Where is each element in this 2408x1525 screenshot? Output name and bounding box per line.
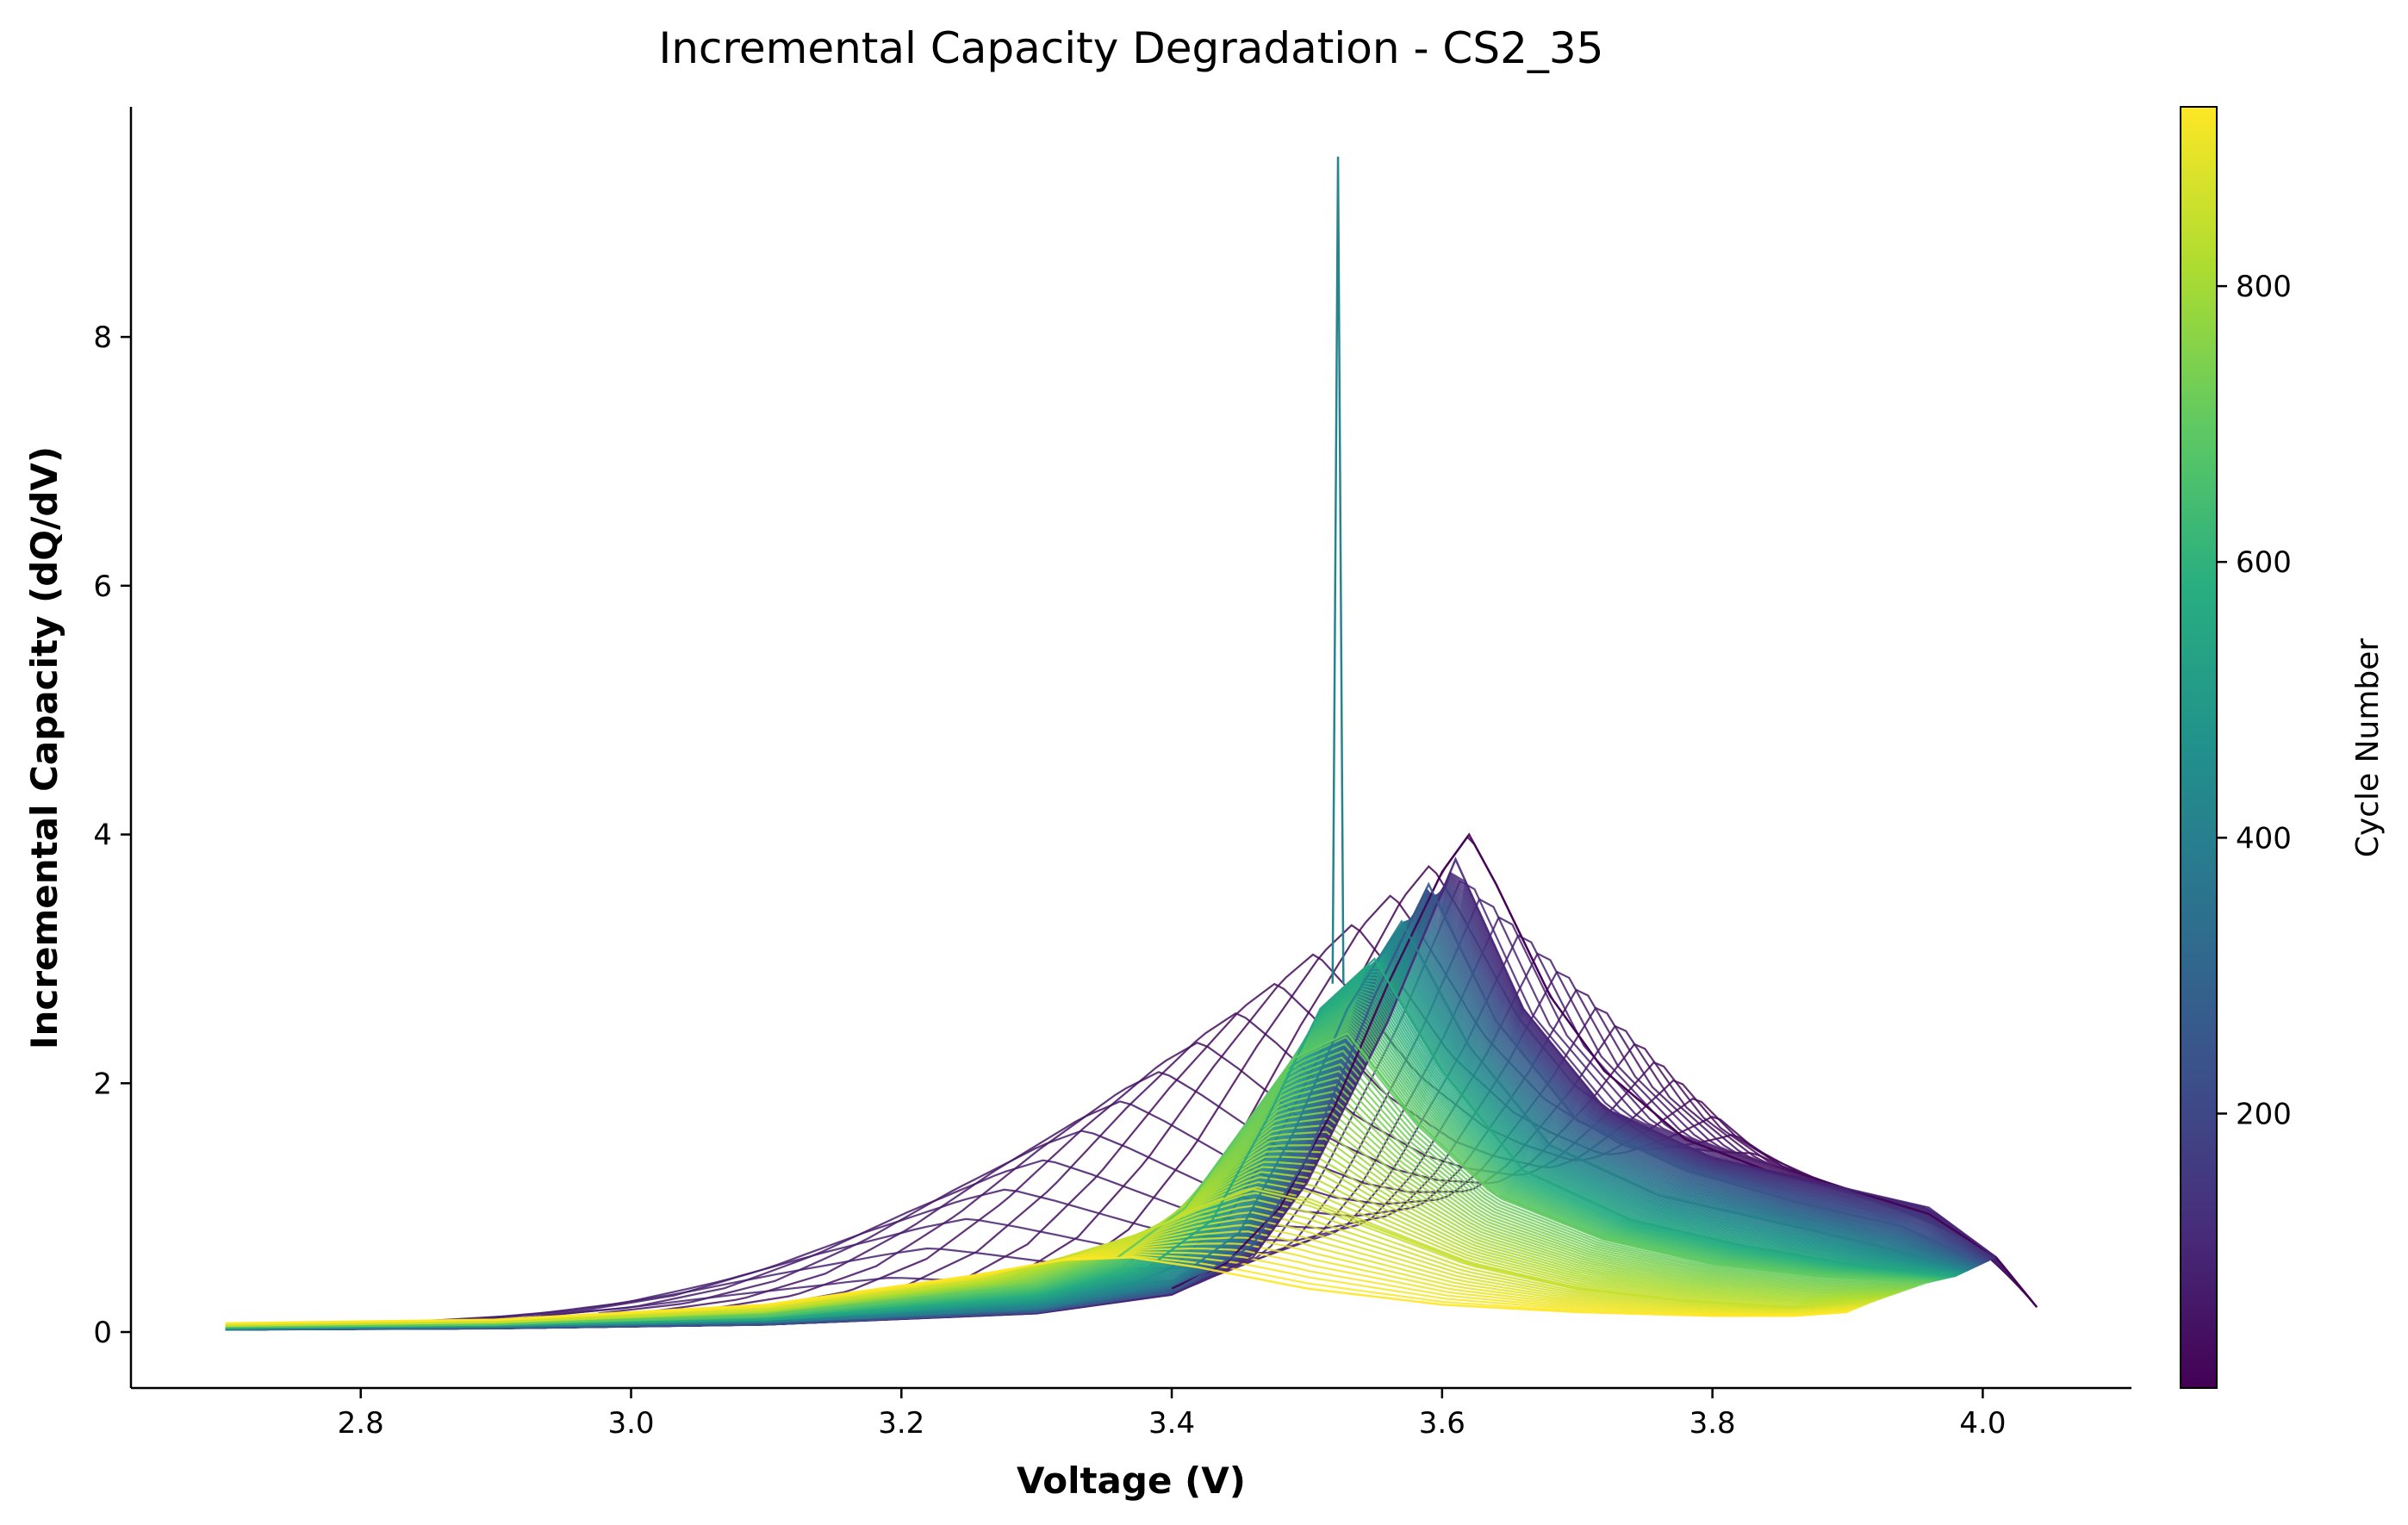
cycle-line-key: [225, 1256, 1848, 1325]
y-axis-label: Incremental Capacity (dQ/dV): [23, 446, 65, 1049]
y-tick-label: 0: [93, 1316, 112, 1350]
cycle-line-key: [225, 1187, 1875, 1328]
cycle-line-key: [225, 956, 1957, 1329]
spike-annotation: [1331, 156, 1345, 984]
x-ticks: 2.8 3.0 3.2 3.4 3.6 3.8 4.0: [338, 1388, 2006, 1441]
x-tick-label: 3.8: [1689, 1406, 1736, 1441]
x-tick-label: 4.0: [1959, 1406, 2006, 1441]
x-tick-label: 3.0: [607, 1406, 654, 1441]
cycle-line-key: [225, 881, 1983, 1331]
x-tick-label: 3.4: [1148, 1406, 1195, 1441]
x-axis-label: Voltage (V): [1017, 1460, 1246, 1502]
y-ticks: 0 2 4 6 8: [93, 321, 131, 1350]
x-tick-label: 3.2: [878, 1406, 924, 1441]
x-tick-label: 2.8: [338, 1406, 384, 1441]
colorbar-tick-label: 200: [2236, 1097, 2292, 1131]
y-tick-label: 8: [93, 321, 112, 355]
series-layer: [225, 156, 2038, 1331]
colorbar: [2180, 106, 2218, 1389]
cycle-line-key: [225, 1031, 1929, 1329]
chart-title: Incremental Capacity Degradation - CS2_3…: [659, 23, 1604, 73]
y-tick-label: 4: [93, 819, 112, 853]
y-tick-label: 6: [93, 570, 112, 604]
cycle-line-key: [225, 919, 1970, 1331]
x-tick-label: 3.6: [1419, 1406, 1465, 1441]
colorbar-label: Cycle Number: [2350, 638, 2386, 858]
colorbar-ticks: 200 400 600 800: [2217, 270, 2292, 1131]
colorbar-tick-label: 400: [2236, 821, 2292, 856]
colorbar-tick-label: 800: [2236, 270, 2292, 304]
colorbar-tick-label: 600: [2236, 545, 2292, 580]
y-tick-label: 2: [93, 1067, 112, 1101]
